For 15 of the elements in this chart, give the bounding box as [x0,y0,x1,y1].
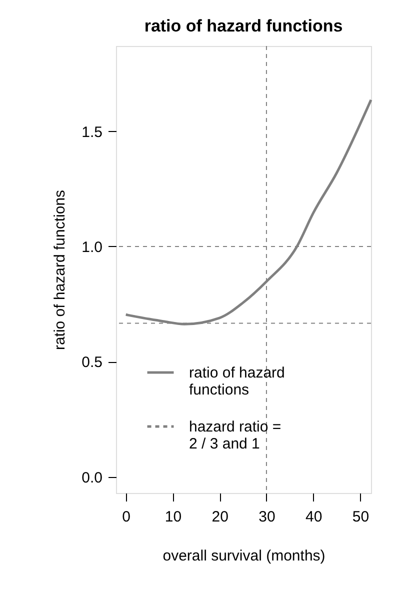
y-tick-label: 1.5 [82,124,102,141]
y-tick-label: 1.0 [82,238,102,256]
x-tick-label: 50 [352,508,370,526]
x-tick-label: 0 [122,508,131,526]
y-axis-title: ratio of hazard functions [52,190,69,350]
legend-label: ratio of hazard functions [189,364,285,398]
x-tick-label: 20 [212,508,228,526]
x-tick-label: 40 [306,508,322,526]
x-axis-title: overall survival (months) [162,548,326,564]
y-tick-label: 0.5 [82,354,102,372]
x-tick-label: 10 [164,508,182,526]
y-tick-label: 0.0 [82,469,102,486]
x-tick-label: 30 [258,508,276,526]
chart-title: ratio of hazard functions [144,16,343,36]
legend-label: hazard ratio = 2 / 3 and 1 [189,418,282,452]
